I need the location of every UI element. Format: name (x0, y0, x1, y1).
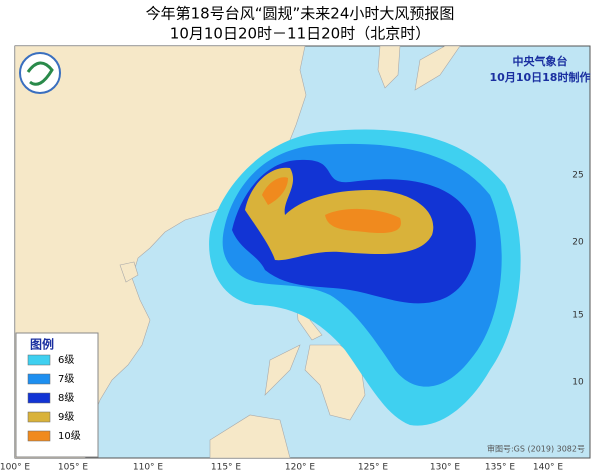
wind-zone (262, 177, 401, 234)
korea-japan (377, 46, 461, 91)
agency-name: 中央气象台 (513, 54, 568, 68)
wind-zones (209, 129, 521, 426)
longitude-labels: 100° E 105° E 110° E 115° E 120° E 125° E 130°… (0, 463, 563, 473)
longitude-label: 110° E (133, 463, 164, 473)
longitude-label: 120° E (285, 463, 316, 473)
legend-label: 6级 (58, 354, 74, 366)
latitude-label: 15 (572, 311, 583, 321)
legend-label: 8级 (58, 392, 74, 404)
legend-swatch (27, 373, 51, 385)
legend-title: 图例 (30, 337, 54, 352)
legend-swatch (27, 354, 51, 366)
borneo (209, 414, 291, 458)
legend-swatch (27, 392, 51, 404)
longitude-label: 125° E (358, 463, 389, 473)
longitude-label: 135° E (485, 463, 516, 473)
latitude-label: 25 (572, 171, 583, 181)
hainan (119, 261, 139, 283)
longitude-label: 140° E (533, 463, 564, 473)
longitude-label: 105° E (58, 463, 89, 473)
longitude-label: 115° E (211, 463, 242, 473)
longitude-label: 130° E (430, 463, 461, 473)
legend-swatch (27, 430, 51, 442)
legend-label: 7级 (58, 373, 74, 385)
legend-label: 10级 (58, 430, 81, 442)
legend-label: 9级 (58, 411, 74, 423)
issue-time: 10月10日18时制作 (490, 70, 591, 84)
agency-logo (19, 52, 61, 94)
review-number: 审图号:GS (2019) 3082号 (487, 444, 585, 454)
latitude-labels: 25 20 15 10 (572, 171, 584, 388)
latitude-label: 10 (572, 378, 584, 388)
legend-swatch (27, 411, 51, 423)
longitude-label: 100° E (0, 463, 30, 473)
latitude-label: 20 (572, 238, 584, 248)
map-area (14, 45, 591, 459)
legend: 图例 6级 7级 8级 9级 10级 (15, 332, 99, 458)
subtitle: 10月10日20时－11日20时（北京时） (170, 25, 430, 43)
title: 今年第18号台风“圆规”未来24小时大风预报图 (146, 5, 455, 23)
